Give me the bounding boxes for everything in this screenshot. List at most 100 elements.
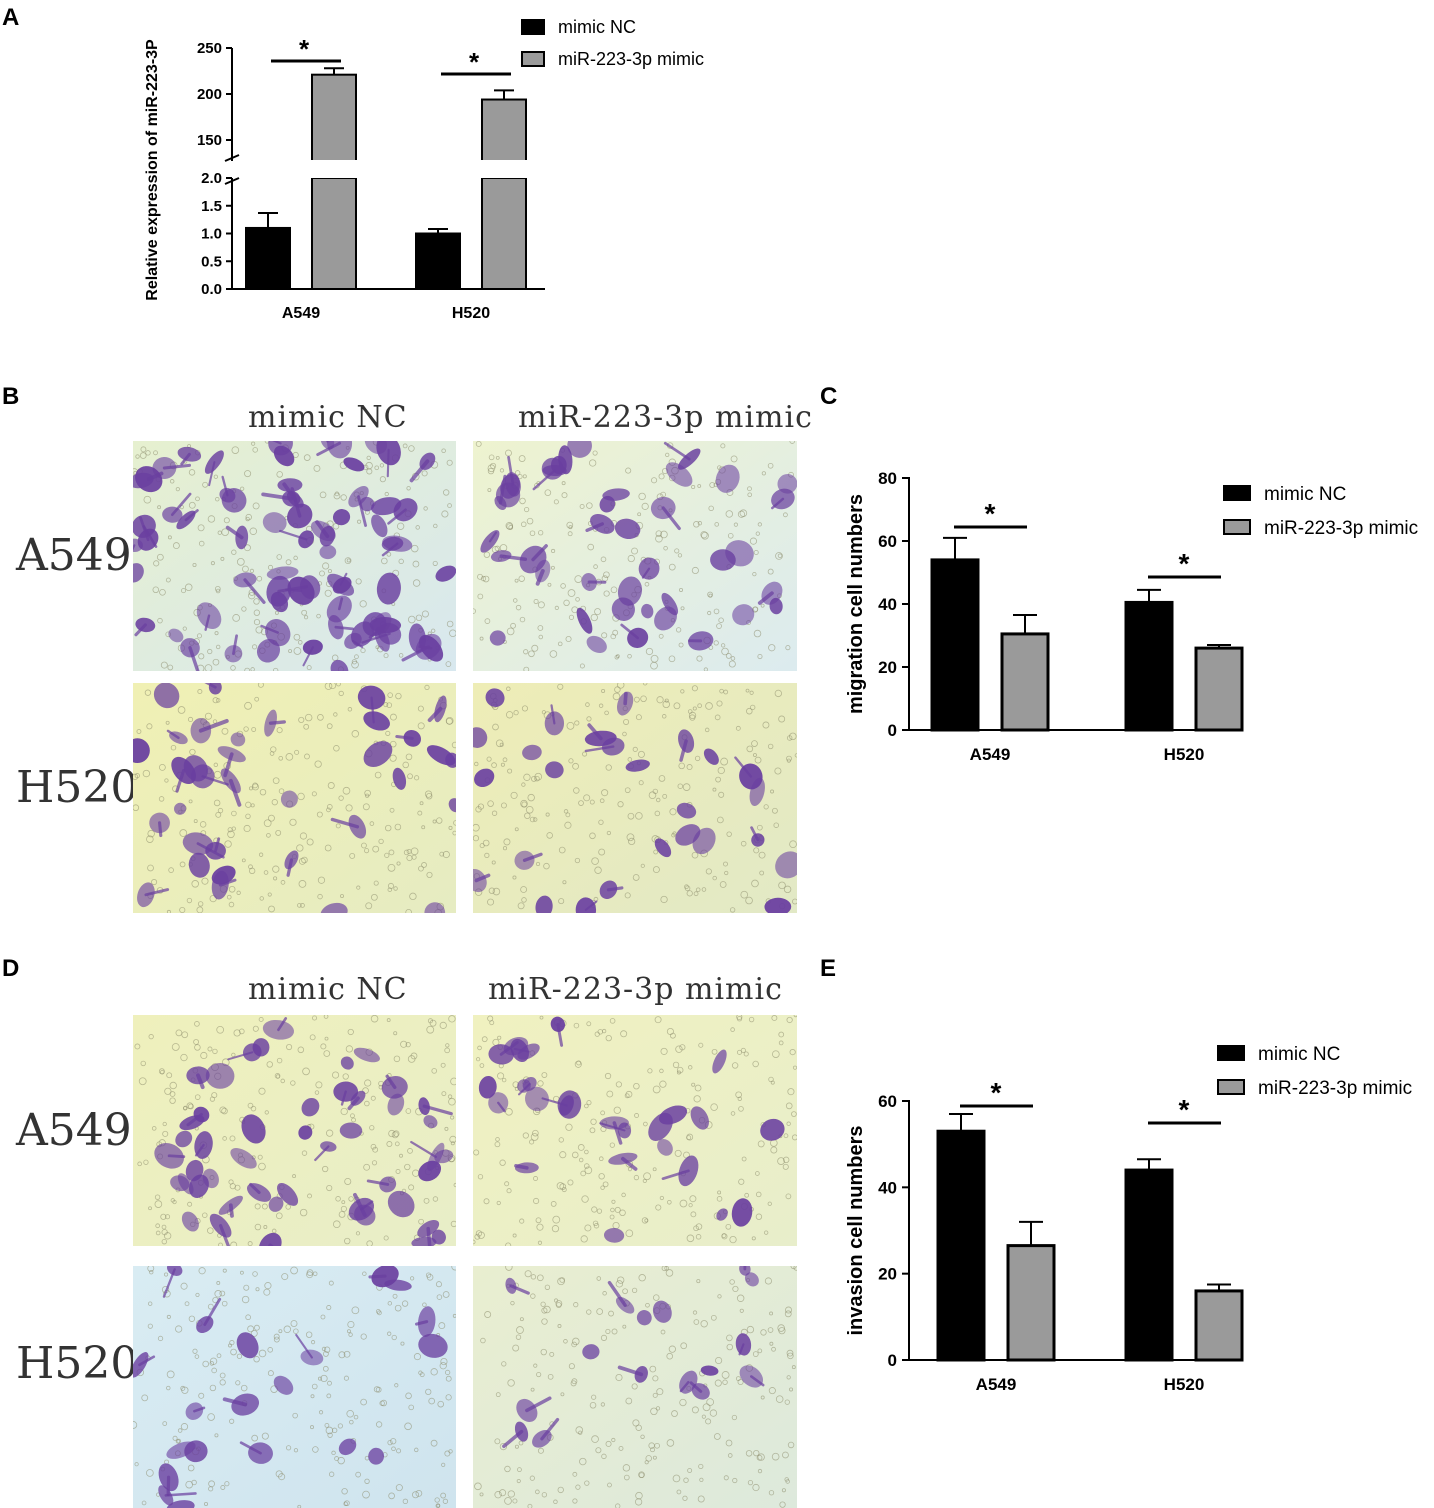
membrane-pore	[231, 446, 240, 454]
membrane-pore	[558, 846, 566, 854]
membrane-pore	[338, 1351, 346, 1359]
membrane-pore	[622, 731, 627, 737]
membrane-pore	[566, 521, 574, 529]
membrane-pore	[318, 1410, 324, 1415]
membrane-pore	[521, 782, 526, 787]
membrane-pore	[428, 1397, 435, 1405]
membrane-pore	[718, 791, 725, 798]
membrane-pore	[168, 867, 174, 873]
membrane-pore	[514, 827, 519, 832]
membrane-pore	[480, 575, 487, 582]
membrane-pore	[782, 1156, 790, 1164]
membrane-pore	[398, 558, 404, 565]
membrane-pore	[522, 474, 527, 479]
membrane-pore	[211, 1367, 217, 1374]
membrane-pore	[252, 502, 260, 510]
membrane-pore	[659, 1080, 667, 1088]
membrane-pore	[591, 1435, 599, 1443]
membrane-pore	[421, 610, 429, 618]
membrane-pore	[301, 856, 308, 864]
membrane-pore	[537, 1447, 544, 1454]
cell-process	[194, 1143, 205, 1157]
membrane-pore	[748, 1016, 755, 1023]
membrane-pore	[231, 810, 237, 817]
membrane-pore	[219, 1372, 226, 1379]
membrane-pore	[154, 1194, 161, 1200]
membrane-pore	[695, 887, 701, 893]
membrane-pore	[272, 777, 280, 785]
membrane-pore	[627, 757, 633, 762]
membrane-pore	[400, 1040, 408, 1048]
stained-cell	[387, 1093, 405, 1116]
y-axis-label: Relative expression of miR-223-3P	[144, 39, 161, 301]
membrane-pore	[749, 690, 754, 695]
membrane-pore	[230, 665, 236, 671]
membrane-pore	[197, 524, 205, 532]
membrane-pore	[604, 1072, 612, 1080]
membrane-pore	[215, 811, 222, 818]
membrane-pore	[447, 503, 452, 508]
membrane-pore	[767, 1201, 772, 1206]
legend-swatch	[1217, 1079, 1245, 1095]
membrane-pore	[587, 543, 594, 551]
stained-cell	[319, 544, 337, 560]
membrane-pore	[157, 617, 163, 624]
membrane-pore	[697, 703, 702, 709]
membrane-pore	[726, 831, 732, 837]
membrane-pore	[512, 1498, 518, 1504]
membrane-pore	[412, 1491, 420, 1499]
membrane-pore	[222, 1136, 227, 1141]
membrane-pore	[341, 1200, 346, 1205]
membrane-pore	[559, 1151, 567, 1159]
membrane-pore	[593, 1223, 600, 1229]
membrane-pore	[658, 775, 666, 782]
membrane-pore	[755, 531, 760, 536]
membrane-pore	[650, 654, 659, 663]
bar	[1124, 1168, 1174, 1362]
membrane-pore	[275, 1470, 283, 1478]
membrane-pore	[439, 1021, 447, 1029]
membrane-pore	[789, 732, 797, 741]
membrane-pore	[709, 482, 716, 488]
membrane-pore	[166, 909, 171, 913]
cell-process	[272, 441, 282, 445]
membrane-pore	[278, 755, 284, 761]
panel-letter-e: E	[820, 955, 837, 982]
membrane-pore	[673, 702, 681, 710]
membrane-pore	[166, 1314, 171, 1319]
membrane-pore	[442, 1291, 450, 1298]
membrane-pore	[364, 789, 371, 797]
membrane-pore	[189, 748, 196, 756]
membrane-pore	[401, 1300, 409, 1307]
membrane-pore	[783, 885, 792, 894]
stained-cell	[654, 838, 672, 858]
x-tick-label: H520	[1164, 745, 1205, 764]
membrane-pore	[324, 1036, 329, 1041]
membrane-pore	[760, 603, 765, 608]
membrane-pore	[391, 1446, 396, 1452]
membrane-pore	[694, 1084, 702, 1092]
cell-process	[522, 852, 543, 862]
membrane-pore	[180, 1385, 186, 1391]
legend-swatch	[1223, 485, 1251, 501]
membrane-pore	[611, 1328, 618, 1335]
membrane-pore	[338, 690, 344, 697]
membrane-pore	[341, 1488, 348, 1495]
membrane-pore	[355, 1231, 361, 1236]
membrane-pore	[604, 710, 609, 716]
membrane-pore	[400, 1341, 405, 1346]
membrane-pore	[591, 1394, 597, 1400]
membrane-pore	[647, 1068, 653, 1074]
y-tick-label: 40	[878, 1178, 897, 1197]
cell-process	[295, 1333, 313, 1359]
membrane-pore	[652, 1375, 659, 1382]
membrane-pore	[550, 1201, 557, 1207]
membrane-pore	[140, 1060, 146, 1067]
membrane-pore	[215, 698, 221, 703]
membrane-pore	[301, 1150, 308, 1156]
membrane-pore	[499, 1159, 506, 1166]
y-tick-label: 0.5	[201, 253, 222, 270]
cell-process	[218, 1224, 231, 1246]
membrane-pore	[712, 875, 717, 881]
membrane-pore	[207, 515, 216, 523]
